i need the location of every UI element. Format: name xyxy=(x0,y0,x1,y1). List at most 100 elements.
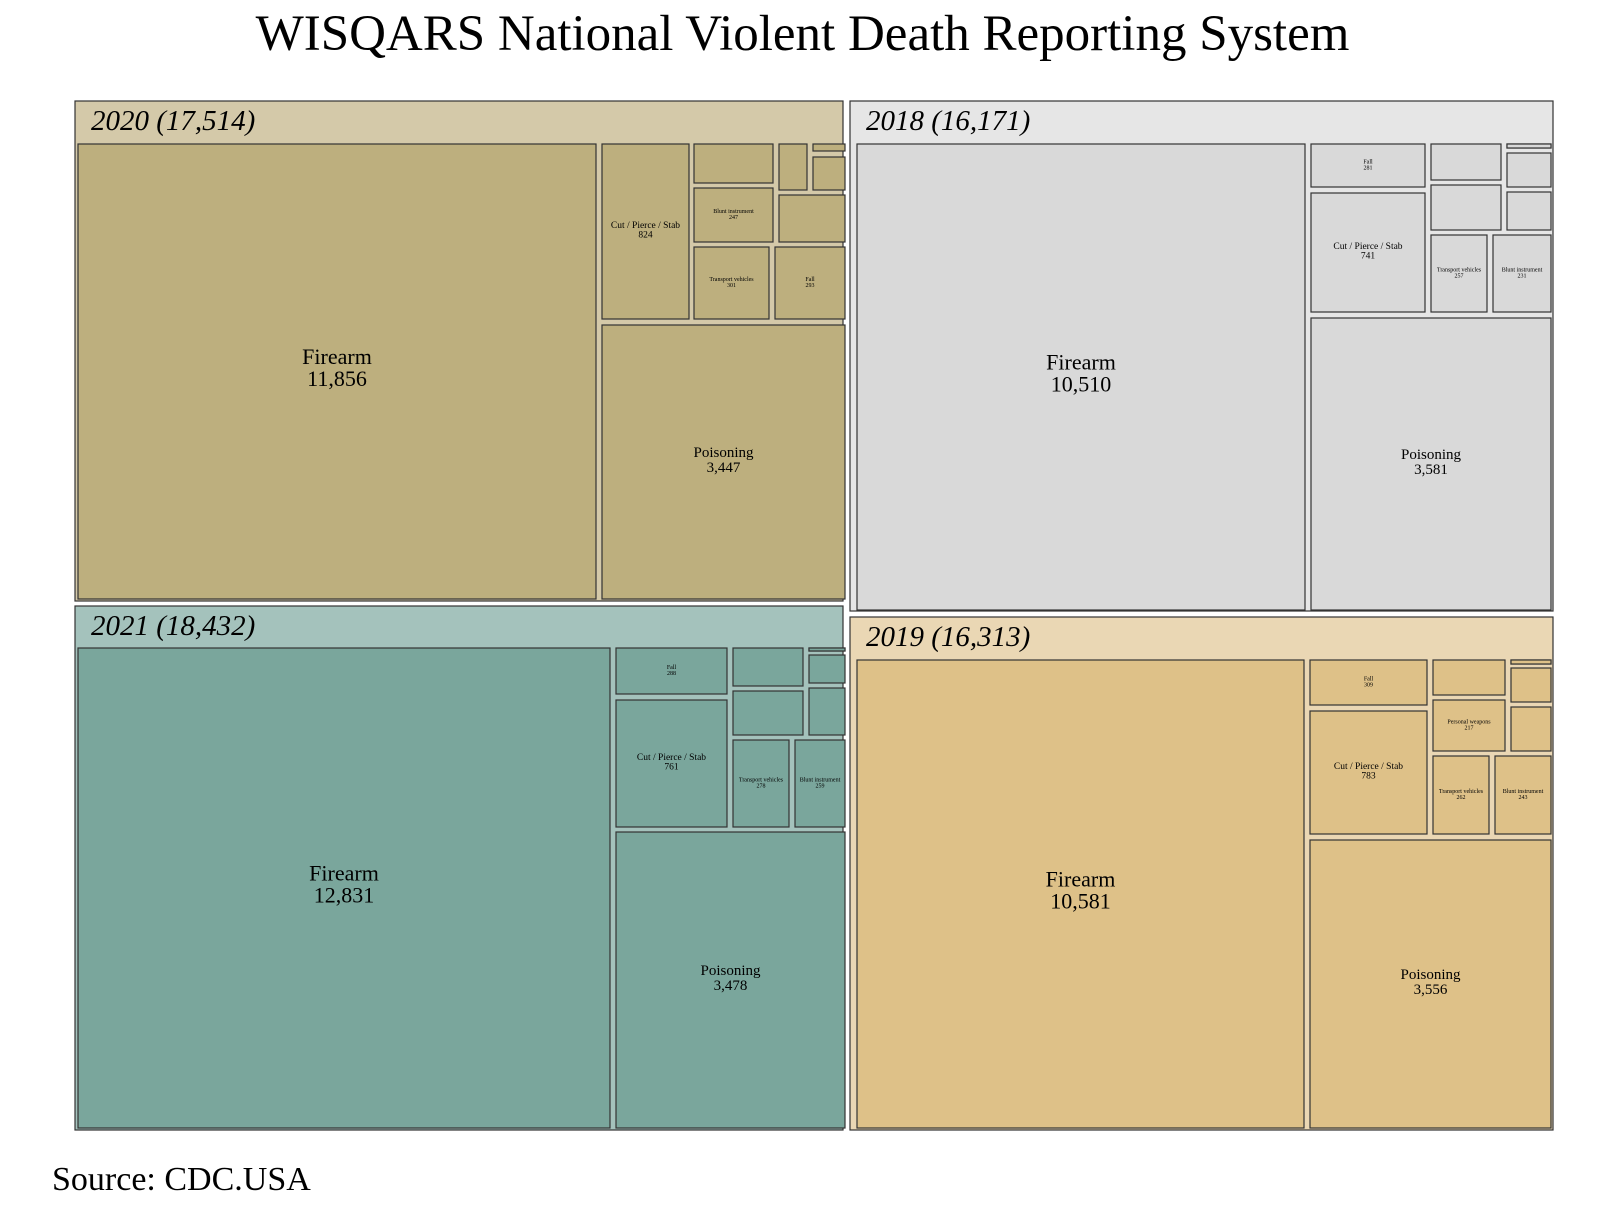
treemap-cell-2020 xyxy=(693,143,774,184)
cell-label-fall-2020: Fall xyxy=(805,277,815,283)
cell-label-firearm-2018: Firearm xyxy=(1046,349,1116,374)
treemap-cell-2019 xyxy=(1432,659,1506,696)
cell-label-poisoning-2018: Poisoning xyxy=(1401,447,1462,463)
group-label-2019: 2019 (16,313) xyxy=(866,621,1030,653)
treemap-cell-fall-2020 xyxy=(774,246,846,320)
treemap-cell-2018 xyxy=(1430,184,1502,231)
cell-value-fall-2018: 281 xyxy=(1364,165,1373,171)
cell-value-fall-2019: 309 xyxy=(1364,682,1373,688)
cell-label-transport-vehicles-2021: Transport vehicles xyxy=(739,777,784,783)
cell-label-firearm-2021: Firearm xyxy=(309,860,379,885)
cell-label-fall-2019: Fall xyxy=(1364,676,1374,682)
treemap-cell-fall-2018 xyxy=(1310,143,1426,188)
treemap-cell-blunt-instrument-2019 xyxy=(1494,755,1552,835)
cell-label-poisoning-2021: Poisoning xyxy=(700,963,761,979)
treemap-cell-fall-2021 xyxy=(615,647,728,695)
treemap-cell-poisoning-2021 xyxy=(615,831,846,1129)
cell-value-fall-2020: 293 xyxy=(806,283,815,289)
treemap-cell-2019 xyxy=(1510,706,1552,752)
cell-value-cut-pierce-stab-2018: 741 xyxy=(1361,252,1376,262)
cell-label-cut-pierce-stab-2020: Cut / Pierce / Stab xyxy=(611,221,680,231)
cell-label-cut-pierce-stab-2018: Cut / Pierce / Stab xyxy=(1333,242,1402,252)
source-note: Source: CDC.USA xyxy=(52,1161,311,1198)
group-label-2020: 2020 (17,514) xyxy=(91,105,255,137)
cell-label-cut-pierce-stab-2021: Cut / Pierce / Stab xyxy=(637,753,706,763)
cell-label-transport-vehicles-2018: Transport vehicles xyxy=(1437,267,1482,273)
cell-value-transport-vehicles-2021: 278 xyxy=(757,783,766,789)
cell-value-blunt-instrument-2021: 259 xyxy=(816,783,825,789)
treemap-cell-2019 xyxy=(1510,659,1552,665)
cell-label-blunt-instrument-2019: Blunt instrument xyxy=(1503,789,1544,795)
cell-label-poisoning-2019: Poisoning xyxy=(1400,967,1461,983)
treemap-cell-cut-pierce-stab-2018 xyxy=(1310,192,1426,313)
cell-value-cut-pierce-stab-2021: 761 xyxy=(664,763,679,773)
cell-value-firearm-2018: 10,510 xyxy=(1051,371,1112,396)
treemap-cell-cut-pierce-stab-2019 xyxy=(1309,710,1428,835)
cell-label-firearm-2019: Firearm xyxy=(1046,866,1116,891)
treemap-cell-cut-pierce-stab-2020 xyxy=(601,143,690,320)
cell-value-blunt-instrument-2019: 243 xyxy=(1519,795,1528,801)
treemap-cell-personal-weapons-2019 xyxy=(1432,699,1506,752)
treemap-cell-poisoning-2019 xyxy=(1309,839,1552,1129)
treemap-cell-blunt-instrument-2018 xyxy=(1492,234,1552,313)
treemap-cell-blunt-instrument-2020 xyxy=(693,187,774,243)
cell-label-blunt-instrument-2021: Blunt instrument xyxy=(800,777,841,783)
cell-value-blunt-instrument-2020: 247 xyxy=(729,215,738,221)
cell-value-transport-vehicles-2019: 262 xyxy=(1457,795,1466,801)
treemap-cell-2018 xyxy=(1506,191,1552,231)
cell-value-poisoning-2021: 3,478 xyxy=(714,978,748,994)
cell-value-personal-weapons-2019: 217 xyxy=(1465,725,1474,731)
treemap-cell-poisoning-2018 xyxy=(1310,317,1552,611)
cell-label-fall-2018: Fall xyxy=(1363,159,1373,165)
chart-title: WISQARS National Violent Death Reporting… xyxy=(255,6,1350,62)
treemap-cell-2020 xyxy=(812,156,846,191)
treemap-cell-firearm-2021 xyxy=(77,647,611,1129)
cell-value-blunt-instrument-2018: 231 xyxy=(1518,273,1527,279)
treemap-cell-firearm-2020 xyxy=(77,143,597,600)
group-label-2018: 2018 (16,171) xyxy=(866,105,1030,137)
cell-value-poisoning-2019: 3,556 xyxy=(1414,982,1448,998)
cell-label-firearm-2020: Firearm xyxy=(302,344,372,369)
treemap-cell-blunt-instrument-2021 xyxy=(794,739,846,828)
cell-value-firearm-2021: 12,831 xyxy=(314,882,375,907)
cell-label-fall-2021: Fall xyxy=(667,665,677,671)
cell-label-blunt-instrument-2020: Blunt instrument xyxy=(713,209,754,215)
treemap-cell-transport-vehicles-2020 xyxy=(693,246,770,320)
treemap-cell-fall-2019 xyxy=(1309,659,1428,706)
treemap-cell-2019 xyxy=(1510,667,1552,703)
cell-label-transport-vehicles-2019: Transport vehicles xyxy=(1439,789,1484,795)
treemap-cell-2018 xyxy=(1506,143,1552,149)
treemap-cell-2020 xyxy=(778,143,808,191)
treemap-cell-cut-pierce-stab-2021 xyxy=(615,699,728,828)
treemap-cell-2021 xyxy=(732,690,804,736)
cell-value-poisoning-2020: 3,447 xyxy=(707,460,741,476)
cell-value-firearm-2020: 11,856 xyxy=(307,366,367,391)
treemap-cell-2021 xyxy=(808,687,846,736)
treemap-cell-2018 xyxy=(1506,152,1552,188)
group-label-2021: 2021 (18,432) xyxy=(91,610,255,642)
treemap-cell-2018 xyxy=(1430,143,1502,181)
treemap-cell-firearm-2018 xyxy=(856,143,1306,611)
treemap-cell-transport-vehicles-2019 xyxy=(1432,755,1490,835)
cell-label-personal-weapons-2019: Personal weapons xyxy=(1447,719,1491,725)
cell-label-cut-pierce-stab-2019: Cut / Pierce / Stab xyxy=(1334,762,1403,772)
treemap-cell-2021 xyxy=(808,654,846,684)
cell-value-poisoning-2018: 3,581 xyxy=(1414,462,1448,478)
treemap-cell-poisoning-2020 xyxy=(601,324,846,600)
cell-value-cut-pierce-stab-2020: 824 xyxy=(638,231,653,241)
treemap-cell-firearm-2019 xyxy=(856,659,1305,1129)
cell-label-blunt-instrument-2018: Blunt instrument xyxy=(1502,267,1543,273)
cell-value-fall-2021: 288 xyxy=(667,671,676,677)
cell-value-transport-vehicles-2018: 257 xyxy=(1455,273,1464,279)
treemap-cell-2021 xyxy=(732,647,804,687)
cell-label-poisoning-2020: Poisoning xyxy=(693,445,754,461)
treemap-cell-2020 xyxy=(812,143,846,152)
treemap-cell-2020 xyxy=(778,194,846,243)
cell-label-transport-vehicles-2020: Transport vehicles xyxy=(709,277,754,283)
cell-value-transport-vehicles-2020: 301 xyxy=(727,283,736,289)
